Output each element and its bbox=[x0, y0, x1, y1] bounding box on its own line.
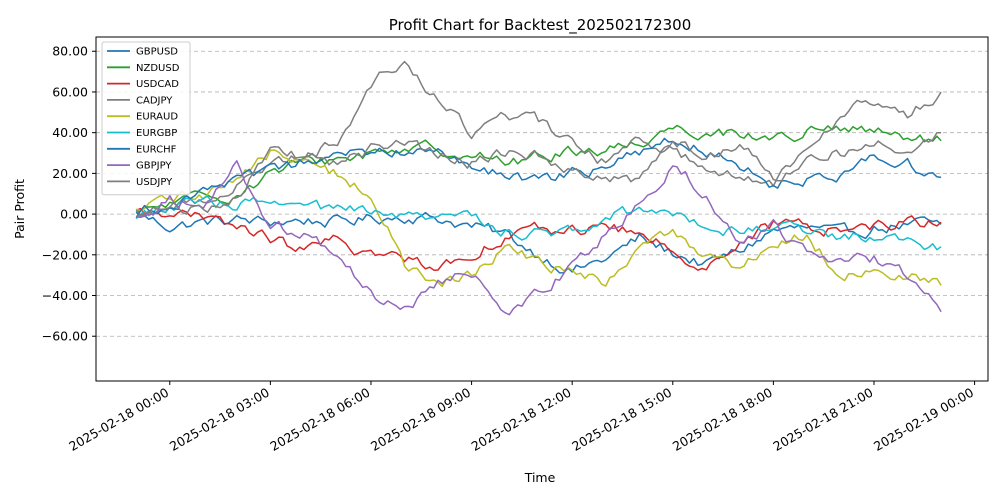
y-tick-label: −40.00 bbox=[42, 288, 88, 303]
series-line-eurgbp bbox=[135, 195, 942, 251]
series-line-nzdusd bbox=[136, 124, 942, 212]
series-line-usdcad bbox=[135, 207, 942, 271]
legend-label: GBPUSD bbox=[136, 47, 178, 58]
series-layer bbox=[135, 60, 942, 316]
legend-label: CADJPY bbox=[136, 95, 173, 106]
legend-label: USDJPY bbox=[136, 177, 173, 188]
y-tick-label: −60.00 bbox=[42, 329, 88, 344]
y-tick-label: 40.00 bbox=[52, 125, 88, 140]
series-line-usdjpy bbox=[135, 131, 942, 218]
legend-box bbox=[101, 41, 191, 196]
y-axis-label: Pair Profit bbox=[12, 179, 27, 239]
y-tick-label: 80.00 bbox=[52, 44, 88, 59]
legend-label: EURAUD bbox=[136, 112, 178, 123]
y-tick-label: 20.00 bbox=[52, 166, 88, 181]
series-line-gbpjpy bbox=[136, 160, 942, 316]
legend: GBPUSD NZDUSD USDCAD CADJPY EURAUD EURGBP EURC… bbox=[101, 41, 191, 196]
chart-title: Profit Chart for Backtest_202502172300 bbox=[389, 16, 692, 35]
plot-frame bbox=[95, 36, 989, 382]
y-tick-label: −20.00 bbox=[42, 247, 88, 262]
y-tick-label: 0.00 bbox=[60, 207, 88, 222]
y-tick-label: 60.00 bbox=[52, 84, 88, 99]
legend-label: EURGBP bbox=[136, 128, 177, 139]
legend-label: USDCAD bbox=[136, 79, 179, 90]
x-axis-label: Time bbox=[524, 470, 556, 485]
series-line-euraud bbox=[135, 149, 942, 288]
legend-label: GBPJPY bbox=[136, 161, 172, 172]
legend-label: EURCHF bbox=[136, 144, 177, 155]
series-line-eurchf bbox=[135, 137, 942, 219]
legend-label: NZDUSD bbox=[136, 63, 180, 74]
